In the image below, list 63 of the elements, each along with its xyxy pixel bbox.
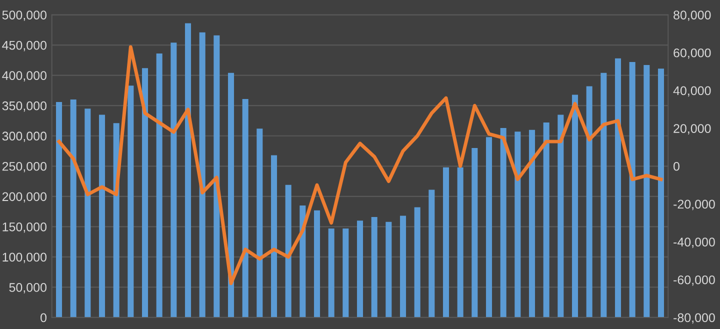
bar — [457, 167, 464, 318]
bar — [629, 62, 636, 318]
bar — [214, 35, 220, 318]
bar — [199, 32, 206, 318]
bar — [184, 23, 192, 318]
y-tick-label: 350,000 — [2, 101, 46, 112]
bar — [300, 205, 306, 318]
bar — [514, 132, 521, 318]
y-tick-label: 250,000 — [2, 162, 46, 172]
bar — [142, 68, 148, 318]
line-series — [57, 45, 663, 286]
bar — [70, 100, 76, 318]
bar — [658, 68, 664, 318]
bar — [572, 94, 578, 318]
bar — [128, 86, 134, 318]
y-tick-label: 0 — [40, 313, 46, 322]
bar — [156, 54, 162, 318]
bar — [528, 130, 536, 318]
bar — [500, 128, 506, 318]
y2-tick-label: 20,000 — [674, 124, 711, 134]
y2-tick-label: 80,000 — [674, 10, 711, 21]
bar — [170, 42, 177, 318]
bar — [328, 228, 334, 318]
bar — [84, 108, 91, 318]
bar — [428, 190, 435, 318]
bar — [486, 137, 492, 318]
y-tick-label: 200,000 — [2, 192, 46, 203]
y-tick-label: 50,000 — [9, 283, 46, 294]
y-tick-label: 100,000 — [2, 252, 46, 264]
y2-tick-label: -40,000 — [674, 238, 715, 248]
y-tick-label: 500,000 — [2, 10, 46, 21]
bar — [644, 65, 650, 318]
bar — [558, 114, 564, 318]
bar — [356, 220, 364, 318]
bar — [242, 98, 248, 318]
bar — [256, 128, 263, 318]
bar — [414, 207, 420, 318]
bar — [285, 184, 292, 318]
bar — [543, 122, 550, 318]
bar — [371, 216, 378, 318]
bar — [342, 228, 349, 318]
bar — [386, 222, 392, 318]
bar — [270, 155, 278, 318]
bar — [586, 86, 592, 318]
bar — [228, 72, 234, 318]
y2-tick-label: -60,000 — [674, 275, 715, 286]
bar — [98, 114, 106, 318]
y-tick-label: 150,000 — [2, 222, 46, 233]
y2-tick-label: -80,000 — [674, 313, 715, 324]
bar — [400, 216, 406, 318]
y2-tick-label: 60,000 — [674, 48, 711, 59]
bar — [314, 210, 320, 318]
y-tick-label: 450,000 — [2, 40, 46, 52]
y2-tick-label: 0 — [674, 162, 680, 171]
bar — [614, 58, 622, 318]
bar — [442, 167, 450, 318]
y-tick-label: 300,000 — [2, 132, 46, 142]
bar — [472, 148, 478, 318]
y-tick-label: 400,000 — [2, 71, 46, 82]
bar — [600, 72, 607, 318]
bar — [56, 102, 62, 318]
y2-tick-label: 40,000 — [673, 86, 711, 97]
y2-tick-label: -20,000 — [674, 200, 715, 210]
